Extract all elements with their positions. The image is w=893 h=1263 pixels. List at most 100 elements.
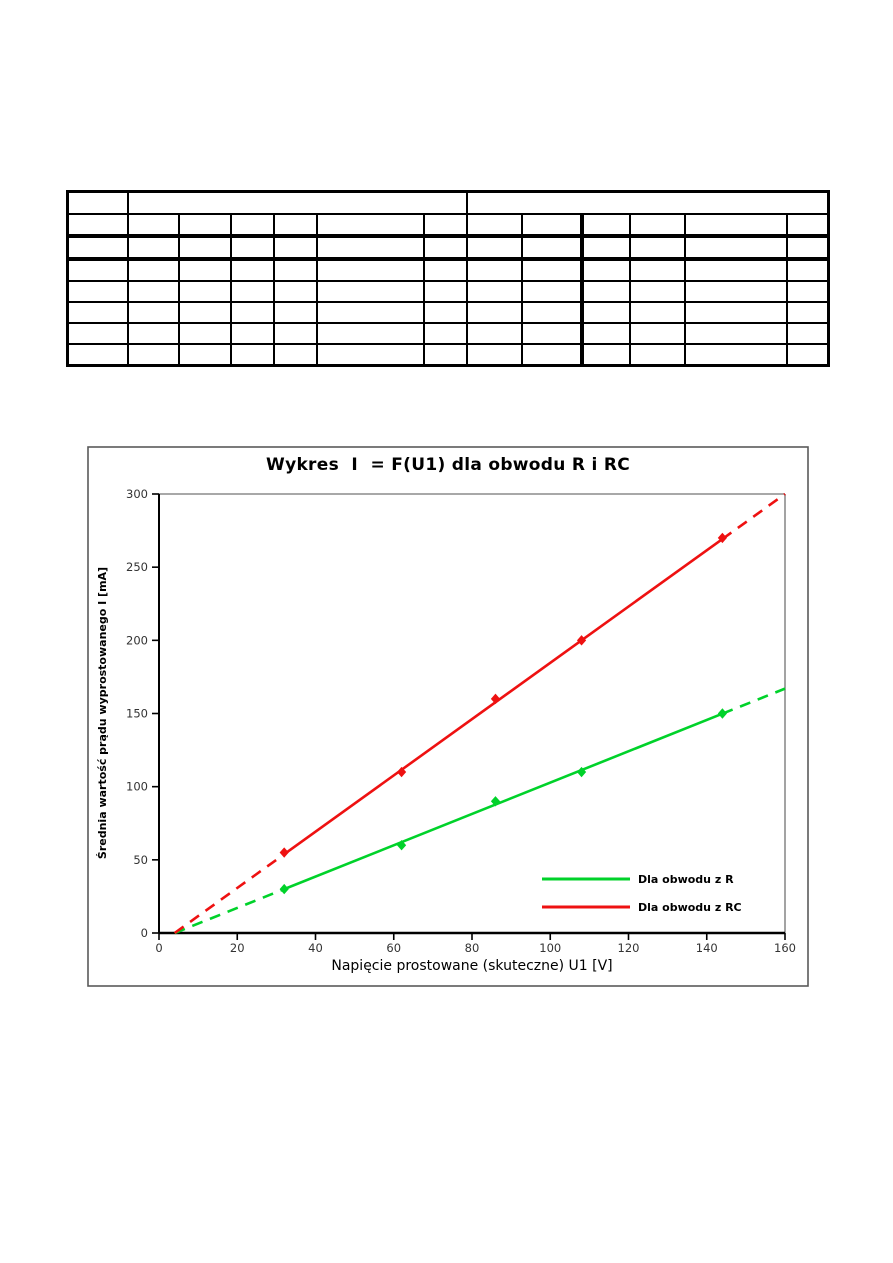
- table-cell: [272, 258, 318, 282]
- table-cell: [229, 258, 275, 282]
- table-cell: [272, 280, 318, 303]
- table-cell: [126, 343, 180, 367]
- table-cell: [628, 343, 686, 367]
- table-header-cell: [126, 190, 468, 215]
- table-cell: [579, 235, 631, 261]
- table-cell: [520, 343, 583, 367]
- table-cell: [422, 322, 468, 345]
- y-tick-label: 100: [126, 780, 148, 794]
- y-tick-label: 150: [126, 707, 148, 721]
- table-cell: [66, 258, 129, 282]
- data-point-diamond: [396, 766, 407, 778]
- table-cell: [229, 322, 275, 345]
- table-cell: [315, 280, 425, 303]
- y-tick-label: 300: [126, 487, 148, 501]
- table-cell: [229, 235, 275, 261]
- table-cell: [177, 280, 232, 303]
- trend-line-solid: [283, 537, 724, 856]
- x-tick-label: 80: [465, 941, 480, 955]
- plot-area: 0 20 40 60 80 100 120 140 160 0 50 100 150 200 250 300 D…: [87, 446, 809, 987]
- x-tick-label: 140: [696, 941, 718, 955]
- table-cell: [126, 322, 180, 345]
- table-cell: [683, 280, 788, 303]
- table-cell: [520, 235, 583, 261]
- table-cell: [315, 322, 425, 345]
- trend-line-dashed: [721, 492, 786, 541]
- table-cell: [465, 280, 523, 303]
- x-tick-label: 40: [308, 941, 323, 955]
- table-cell: [785, 213, 830, 238]
- table-cell: [66, 322, 129, 345]
- table-cell: [785, 301, 830, 324]
- table-cell: [465, 258, 523, 282]
- trend-line-dashed: [174, 887, 285, 935]
- table-row: [66, 280, 830, 303]
- table-cell: [229, 213, 275, 238]
- table-cell: [683, 322, 788, 345]
- table-cell: [177, 322, 232, 345]
- chart-figure: 0 20 40 60 80 100 120 140 160 0 50 100 150 200 250 300 D…: [87, 446, 809, 987]
- y-axis-label: Średnia wartość prądu wyprostowanego I […: [96, 566, 109, 860]
- table-cell: [229, 301, 275, 324]
- y-tick-label: 200: [126, 633, 148, 647]
- table-cell: [126, 235, 180, 261]
- trend-line-dashed: [721, 687, 786, 715]
- table-row: [66, 235, 830, 261]
- table-cell: [579, 258, 631, 282]
- legend-label: Dla obwodu z R: [638, 873, 734, 886]
- data-point-diamond: [717, 708, 727, 719]
- table-cell: [683, 213, 788, 238]
- table-cell: [785, 343, 830, 367]
- table-cell: [628, 213, 686, 238]
- table-row: [66, 343, 830, 367]
- table-cell: [229, 280, 275, 303]
- table-cell: [579, 322, 631, 345]
- series-r: [174, 687, 786, 935]
- data-point-diamond: [279, 883, 289, 895]
- y-tick-label: 0: [141, 926, 148, 940]
- table-cell: [66, 213, 129, 238]
- table-cell: [315, 235, 425, 261]
- table-cell: [272, 343, 318, 367]
- data-point-diamond: [576, 766, 587, 778]
- table-cell: [683, 301, 788, 324]
- table-cell: [66, 235, 129, 261]
- y-tick-label: 50: [133, 853, 148, 867]
- table-cell: [229, 343, 275, 367]
- series-rc: [173, 492, 786, 935]
- table-cell: [177, 301, 232, 324]
- table-cell: [683, 258, 788, 282]
- table-header-cell: [465, 190, 830, 215]
- plot-spines: [158, 493, 786, 935]
- table-cell: [628, 280, 686, 303]
- table-cell: [628, 301, 686, 324]
- table-cell: [177, 258, 232, 282]
- table-cell: [126, 301, 180, 324]
- x-tick-label: 0: [155, 941, 162, 955]
- x-tick-label: 160: [774, 941, 796, 955]
- figure-border: [87, 446, 809, 987]
- table-cell: [422, 258, 468, 282]
- table-cell: [785, 322, 830, 345]
- data-point-diamond: [490, 693, 501, 705]
- empty-measurement-table: [66, 190, 830, 367]
- table-cell: [272, 301, 318, 324]
- legend-entry: Dla obwodu z RC: [542, 901, 742, 914]
- chart-legend: Dla obwodu z R Dla obwodu z RC: [542, 873, 742, 914]
- table-cell: [422, 301, 468, 324]
- table-cell: [126, 258, 180, 282]
- table-cell: [422, 280, 468, 303]
- table-cell: [315, 213, 425, 238]
- table-cell: [520, 280, 583, 303]
- table-cell: [66, 280, 129, 303]
- table-cell: [315, 258, 425, 282]
- x-tick-label: 120: [618, 941, 640, 955]
- table-cell: [520, 258, 583, 282]
- table-row: [66, 258, 830, 282]
- table-cell: [422, 343, 468, 367]
- table-row: [66, 301, 830, 324]
- table-cell: [315, 301, 425, 324]
- y-axis-ticks: 0 50 100 150 200 250 300: [126, 487, 159, 940]
- table-cell: [177, 343, 232, 367]
- table-cell: [628, 258, 686, 282]
